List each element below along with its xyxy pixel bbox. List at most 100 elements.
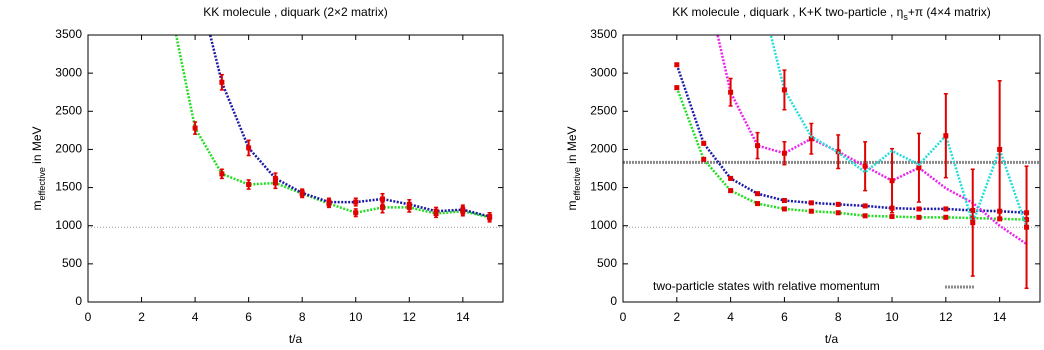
y-tick-label: 500 <box>62 256 82 270</box>
marker <box>781 198 787 204</box>
marker <box>299 190 305 196</box>
marker <box>380 196 386 202</box>
panel: KK molecule , diquark , K+K two-particle… <box>565 5 1041 346</box>
marker <box>674 62 680 68</box>
x-tick-label: 4 <box>727 310 734 324</box>
marker <box>487 214 493 220</box>
marker <box>808 208 814 214</box>
x-tick-label: 12 <box>403 310 417 324</box>
y-tick-label: 0 <box>75 294 82 308</box>
y-tick-label: 3000 <box>590 65 617 79</box>
y-axis-label-part: effective <box>572 167 582 200</box>
y-tick-label: 1500 <box>55 180 82 194</box>
marker <box>889 214 895 220</box>
x-axis-label: t/a <box>289 332 303 346</box>
plot-area <box>623 35 1040 290</box>
y-axis-label-part: m <box>565 201 579 211</box>
plot-frame <box>622 34 1041 303</box>
x-tick-label: 2 <box>673 310 680 324</box>
marker <box>755 191 761 197</box>
y-axis-label: meffective in MeV <box>565 126 582 210</box>
y-tick-label: 2000 <box>590 142 617 156</box>
marker <box>835 210 841 216</box>
marker <box>380 204 386 210</box>
marker <box>781 150 787 156</box>
marker <box>862 163 868 169</box>
y-tick-label: 1500 <box>590 180 617 194</box>
marker <box>701 140 707 146</box>
marker <box>326 199 332 205</box>
y-tick-label: 1000 <box>55 218 82 232</box>
marker <box>728 175 734 181</box>
marker <box>862 213 868 219</box>
plot-area <box>88 35 503 228</box>
series-line <box>675 87 1027 221</box>
x-tick-label: 4 <box>192 310 199 324</box>
marker <box>970 220 976 226</box>
y-tick-label: 500 <box>597 256 617 270</box>
y-axis-label-part: m <box>30 201 44 211</box>
marker <box>943 214 949 220</box>
marker <box>1024 224 1030 230</box>
chart-title-part: KK molecule , diquark , K+K two-particle… <box>672 5 903 19</box>
y-axis-label-part: effective <box>37 167 47 200</box>
y-tick-label: 3500 <box>55 27 82 41</box>
y-tick-label: 3000 <box>55 65 82 79</box>
y-tick-label: 3500 <box>590 27 617 41</box>
marker <box>755 201 761 207</box>
marker <box>808 136 814 142</box>
x-tick-label: 0 <box>85 310 92 324</box>
marker <box>246 145 252 151</box>
x-tick-label: 12 <box>939 310 953 324</box>
series-line <box>675 64 1027 214</box>
marker <box>728 89 734 95</box>
marker <box>808 200 814 206</box>
legend-label: two-particle states with relative moment… <box>653 279 880 293</box>
marker <box>460 207 466 213</box>
marker <box>272 175 278 181</box>
y-axis-label: meffective in MeV <box>30 126 47 210</box>
x-tick-label: 8 <box>835 310 842 324</box>
marker <box>219 171 225 177</box>
marker <box>835 201 841 207</box>
x-tick-label: 2 <box>138 310 145 324</box>
x-tick-label: 6 <box>781 310 788 324</box>
marker <box>781 87 787 93</box>
marker <box>192 125 198 131</box>
x-tick-label: 8 <box>299 310 306 324</box>
x-tick-label: 0 <box>620 310 627 324</box>
chart-title: KK molecule , diquark (2×2 matrix) <box>203 5 387 19</box>
x-tick-label: 14 <box>456 310 470 324</box>
y-tick-label: 2500 <box>55 103 82 117</box>
x-tick-label: 6 <box>245 310 252 324</box>
x-tick-label: 14 <box>993 310 1007 324</box>
marker <box>353 199 359 205</box>
chart-title: KK molecule , diquark , K+K two-particle… <box>672 5 991 22</box>
marker <box>997 146 1003 152</box>
marker <box>406 201 412 207</box>
y-tick-label: 1000 <box>590 218 617 232</box>
marker <box>916 206 922 212</box>
marker <box>728 188 734 194</box>
y-tick-label: 2500 <box>590 103 617 117</box>
marker <box>246 182 252 188</box>
y-tick-label: 0 <box>610 294 617 308</box>
series-line <box>769 35 1028 228</box>
marker <box>781 206 787 212</box>
marker <box>701 156 707 162</box>
x-tick-label: 10 <box>349 310 363 324</box>
plot-frame <box>87 34 504 303</box>
marker <box>916 214 922 220</box>
marker <box>353 210 359 216</box>
marker <box>433 208 439 214</box>
chart-title-part: s <box>903 12 908 22</box>
chart-title-part: +π (4×4 matrix) <box>908 5 991 19</box>
series-line <box>208 35 490 218</box>
panel: KK molecule , diquark (2×2 matrix) t/a mef… <box>30 5 504 346</box>
marker <box>943 133 949 139</box>
marker <box>674 85 680 91</box>
marker <box>862 203 868 209</box>
marker <box>916 165 922 171</box>
y-axis-label-part: in MeV <box>30 126 44 167</box>
